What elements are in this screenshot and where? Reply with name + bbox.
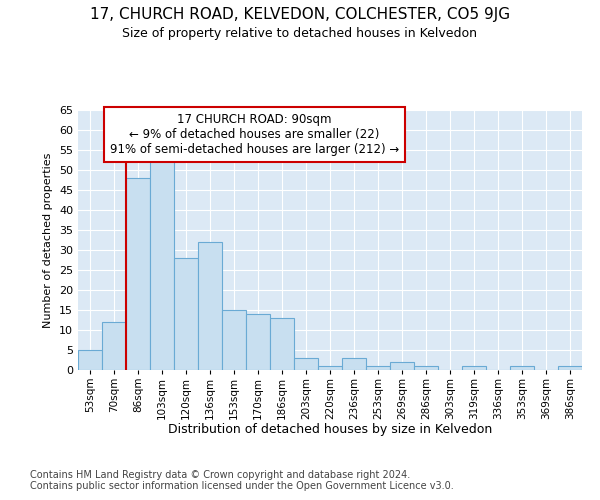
- Bar: [150, 154, 174, 370]
- Bar: [246, 314, 270, 370]
- Bar: [558, 366, 582, 370]
- Bar: [414, 366, 438, 370]
- Bar: [318, 366, 342, 370]
- Bar: [342, 358, 366, 370]
- Bar: [222, 310, 246, 370]
- Bar: [294, 358, 318, 370]
- Bar: [366, 366, 390, 370]
- Y-axis label: Number of detached properties: Number of detached properties: [43, 152, 53, 328]
- Bar: [102, 322, 126, 370]
- Bar: [198, 242, 222, 370]
- Bar: [462, 366, 486, 370]
- Text: Contains HM Land Registry data © Crown copyright and database right 2024.: Contains HM Land Registry data © Crown c…: [30, 470, 410, 480]
- Bar: [174, 258, 198, 370]
- Bar: [270, 318, 294, 370]
- Bar: [510, 366, 534, 370]
- Bar: [390, 362, 414, 370]
- Text: Distribution of detached houses by size in Kelvedon: Distribution of detached houses by size …: [168, 422, 492, 436]
- Bar: [78, 350, 102, 370]
- Text: Contains public sector information licensed under the Open Government Licence v3: Contains public sector information licen…: [30, 481, 454, 491]
- Text: 17, CHURCH ROAD, KELVEDON, COLCHESTER, CO5 9JG: 17, CHURCH ROAD, KELVEDON, COLCHESTER, C…: [90, 8, 510, 22]
- Text: Size of property relative to detached houses in Kelvedon: Size of property relative to detached ho…: [122, 28, 478, 40]
- Bar: [126, 178, 150, 370]
- Text: 17 CHURCH ROAD: 90sqm
← 9% of detached houses are smaller (22)
91% of semi-detac: 17 CHURCH ROAD: 90sqm ← 9% of detached h…: [110, 112, 399, 156]
